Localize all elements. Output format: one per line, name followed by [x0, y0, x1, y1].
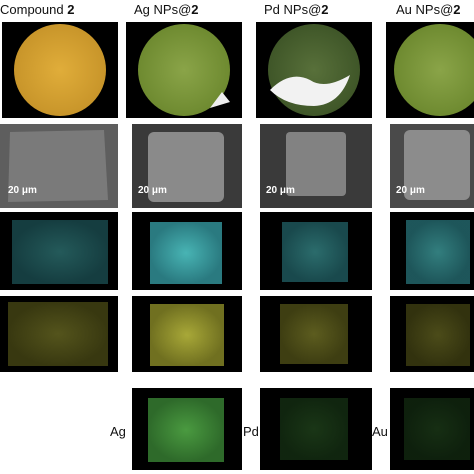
- map-row: [0, 296, 474, 372]
- column-header: Pd NPs@2: [264, 2, 329, 17]
- column-header: Compound 2: [0, 2, 74, 17]
- map-row: [0, 212, 474, 290]
- row-label: Pd: [243, 424, 259, 439]
- photo-row: [2, 22, 474, 118]
- sem-row: 20 μm 20 μm 20 μm 20 μm: [0, 124, 474, 208]
- row-label: Ag: [110, 424, 126, 439]
- scale-bar-label: 20 μm: [396, 185, 425, 196]
- scale-bar-label: 20 μm: [266, 185, 295, 196]
- scale-bar-label: 20 μm: [138, 185, 167, 196]
- column-header: Au NPs@2: [396, 2, 461, 17]
- scale-bar-label: 20 μm: [8, 185, 37, 196]
- row-label: Au: [372, 424, 388, 439]
- element-map-row: Ag Pd Au: [110, 388, 474, 470]
- column-header: Ag NPs@2: [134, 2, 199, 17]
